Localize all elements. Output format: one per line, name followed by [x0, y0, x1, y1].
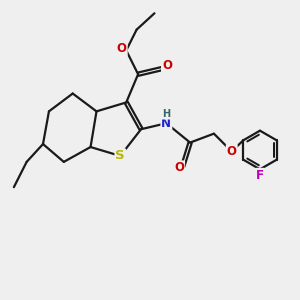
Text: F: F	[256, 169, 264, 182]
Text: N: N	[161, 117, 171, 130]
Text: S: S	[116, 149, 125, 162]
Text: O: O	[117, 42, 127, 56]
Text: O: O	[227, 145, 237, 158]
Text: H: H	[162, 109, 170, 119]
Text: O: O	[162, 59, 172, 72]
Text: O: O	[174, 161, 184, 174]
